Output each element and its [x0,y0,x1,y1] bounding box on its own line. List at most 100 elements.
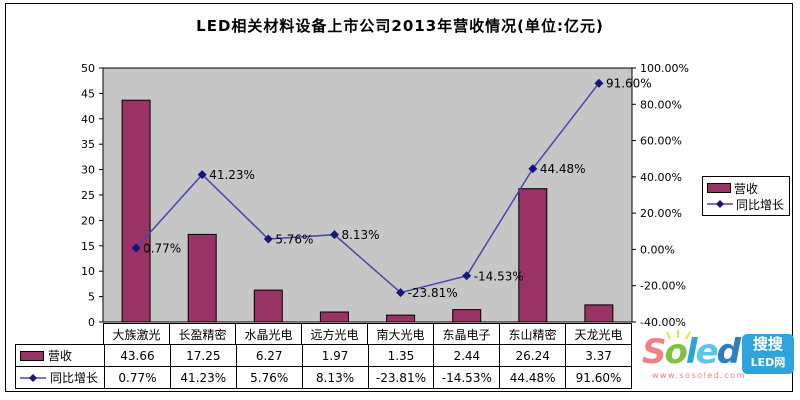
table-col-header: 东晶电子 [434,324,499,344]
revenue-series-key-icon [20,350,44,361]
revenue-bar [121,99,151,323]
growth-marker [131,243,141,253]
table-col-header: 大族激光 [104,324,169,344]
revenue-bar [319,311,349,323]
y-axis-tick-label: 35 [81,138,95,151]
y2-axis-tick-label: 80.00% [640,98,682,111]
chart-frame [5,3,793,392]
table-cell: 26.24 [500,345,566,366]
y-axis-tick-label: 10 [81,265,95,278]
legend-label-growth: 同比增长 [736,197,785,212]
series-name: 同比增长 [50,371,99,385]
table-cell: 43.66 [105,345,170,366]
series-name: 营收 [48,349,73,363]
growth-marker [197,170,207,180]
logo-row: Soled 搜搜 LED网 [642,330,794,374]
soled-logo-text: Soled [642,332,741,372]
y-axis-tick-label: 25 [81,189,95,202]
legend: 营收 同比增长 [702,176,790,216]
growth-data-label: -23.81% [408,286,458,300]
table-cell: 6.27 [236,345,302,366]
plot-area [102,67,633,323]
y2-axis-tick-label: 100.00% [640,62,689,75]
growth-series-key-icon [20,373,46,383]
table-cell: 0.77% [105,367,170,388]
table-cell: 8.13% [302,367,368,388]
growth-line [135,82,600,294]
table-cell: 17.25 [170,345,236,366]
y2-axis-tick-label: 60.00% [640,135,682,148]
growth-marker [329,230,339,240]
table-col-header: 长盈精密 [170,324,235,344]
logo-letter: l [685,332,698,372]
y-axis-tick-label: 30 [81,164,95,177]
y-axis-tick-label: 20 [81,214,95,227]
y-axis-tick-label: 15 [81,240,95,253]
table-col-header: 水晶光电 [236,324,301,344]
y-axis-tick-label: 40 [81,113,95,126]
logo-letter: S [642,332,666,372]
legend-label-revenue: 营收 [734,181,759,196]
data-table-header-row: 大族激光 长盈精密 水晶光电 远方光电 南大光电 东晶电子 东山精密 天龙光电 [103,323,632,345]
table-cell: 2.44 [434,345,500,366]
growth-data-label: -14.53% [474,269,524,283]
revenue-bar [584,304,614,323]
growth-data-label: 41.23% [209,168,255,182]
growth-data-label: 5.76% [275,232,313,246]
table-cell: 91.60% [566,367,631,388]
growth-data-label: 91.60% [606,77,652,91]
table-cell: -14.53% [434,367,500,388]
table-col-header: 远方光电 [302,324,367,344]
table-col-header: 南大光电 [368,324,433,344]
legend-item-revenue: 营收 [707,180,785,196]
y2-axis-tick-label: 0.00% [640,243,675,256]
table-cell: 1.97 [302,345,368,366]
table-row-header: 同比增长 [16,367,104,388]
revenue-bar [187,233,217,323]
growth-marker [263,234,273,244]
growth-marker [462,271,472,281]
legend-item-growth: 同比增长 [707,196,785,212]
logo-letter: d [716,332,741,372]
y2-axis-tick-label: 40.00% [640,171,682,184]
led-rays-icon [666,330,691,340]
y-axis-tick-label: 50 [81,62,95,75]
table-cell: 3.37 [566,345,631,366]
revenue-bar [518,188,548,323]
revenue-bar [253,289,283,323]
y-axis-tick-label: 0 [88,316,95,329]
growth-marker [594,78,604,88]
table-cell: 41.23% [170,367,236,388]
logo-letter: o [664,332,688,372]
chart-title: LED相关材料设备上市公司2013年营收情况(单位:亿元) [196,17,604,35]
soled-watermark-logo: Soled 搜搜 LED网 www.sosoled.com [642,330,794,392]
growth-marker [528,164,538,174]
table-cell: 1.35 [368,345,434,366]
revenue-bar [452,309,482,323]
data-table-body: 营收 43.66 17.25 6.27 1.97 1.35 2.44 26.24 3.37 同比增… [15,344,632,389]
growth-data-label: 8.13% [341,228,379,242]
y2-axis-tick-label: -20.00% [640,280,686,293]
sosoled-badge: 搜搜 LED网 [741,334,794,374]
growth-data-label: 0.77% [143,242,181,256]
table-col-header: 天龙光电 [566,324,631,344]
y-axis-tick-label: 45 [81,87,95,100]
revenue-bar [386,314,416,323]
revenue-series-swatch-icon [707,183,731,193]
table-cell: 44.48% [500,367,566,388]
growth-data-label: 44.48% [540,162,586,176]
y2-axis-tick-label: -40.00% [640,316,686,329]
watermark-url: www.sosoled.com [652,371,746,380]
table-cell: -23.81% [368,367,434,388]
growth-marker [396,288,406,298]
table-row-header: 营收 [16,345,104,366]
table-col-header: 东山精密 [500,324,565,344]
y-axis-tick-label: 5 [88,291,95,304]
logo-letter: e [695,332,719,372]
badge-line1: 搜搜 [752,335,783,353]
y2-axis-tick-label: 20.00% [640,207,682,220]
table-cell: 5.76% [236,367,302,388]
badge-line2: LED网 [750,356,786,369]
